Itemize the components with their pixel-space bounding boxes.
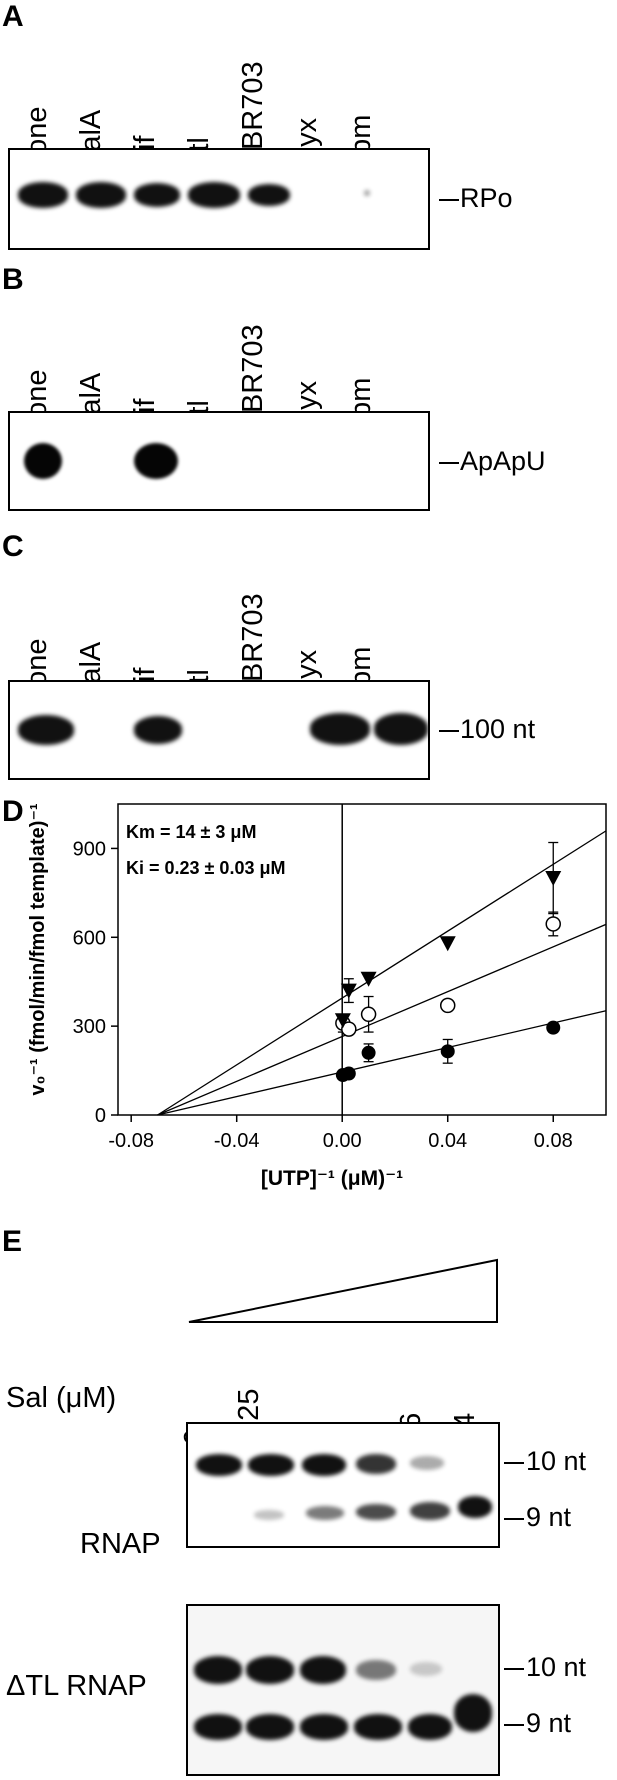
gel-band-9nt [408, 1714, 452, 1740]
marker-label-10nt: 10 nt [526, 1446, 587, 1476]
data-point-filled-circle [361, 1045, 376, 1060]
gel-panel-e-dtl [186, 1604, 500, 1776]
marker-label-9nt: 9 nt [526, 1708, 572, 1738]
gel-band [364, 190, 370, 196]
gel-band-10nt [246, 1656, 294, 1684]
gel-band [248, 184, 290, 206]
gel-band [18, 715, 74, 745]
y-tick-label: 300 [73, 1016, 106, 1038]
marker-tick [504, 1668, 524, 1670]
x-tick-label: 0.04 [428, 1130, 467, 1152]
gel-band [310, 713, 370, 745]
gel-band-9nt [454, 1694, 492, 1732]
gel-spot [134, 443, 178, 479]
gel-band-9nt [410, 1502, 450, 1520]
fit-line [157, 830, 607, 1116]
marker-tick [439, 199, 459, 201]
marker-tick [504, 1518, 524, 1520]
gel-band-9nt [300, 1714, 348, 1740]
gel-band-9nt [354, 1714, 402, 1740]
km-annotation: Km = 14 ± 3 μM [126, 822, 256, 842]
data-point-triangle [334, 1013, 351, 1029]
gel-panel-c [8, 680, 430, 780]
row-label-rnap: RNAP [80, 1528, 161, 1560]
marker-label-rpo: RPo [460, 183, 513, 213]
x-tick-label: 0.00 [323, 1130, 362, 1152]
marker-tick [439, 730, 459, 732]
gel-band [134, 183, 180, 207]
marker-tick [504, 1724, 524, 1726]
fit-line [157, 923, 607, 1116]
concentration-wedge [188, 1258, 498, 1323]
data-point-triangle [545, 871, 562, 887]
ki-annotation: Ki = 0.23 ± 0.03 μM [126, 858, 285, 878]
gel-band-10nt [356, 1660, 396, 1680]
row-label-dtl-rnap: ΔTL RNAP [6, 1670, 147, 1702]
marker-label-9nt: 9 nt [526, 1502, 572, 1532]
x-tick-label: -0.04 [214, 1130, 260, 1152]
y-tick-label: 900 [73, 838, 106, 860]
gel-band-9nt [356, 1504, 396, 1520]
gel-band [18, 182, 68, 208]
gel-spot [24, 443, 62, 479]
gel-panel-a [8, 148, 430, 250]
marker-tick [439, 462, 459, 464]
marker-label-apapu: ApApU [460, 446, 546, 476]
data-point-open-circle [545, 916, 561, 932]
fit-line [157, 1010, 607, 1116]
sal-label: Sal (μM) [6, 1382, 117, 1414]
gel-panel-e-rnap [186, 1422, 500, 1548]
data-point-open-circle [439, 997, 456, 1014]
data-point-triangle [340, 983, 357, 999]
y-tick-label: 0 [95, 1105, 106, 1127]
x-axis-label: [UTP]⁻¹ (μM)⁻¹ [261, 1167, 403, 1190]
gel-band-10nt [356, 1454, 396, 1474]
gel-band-9nt [458, 1496, 492, 1518]
plot-frame [117, 803, 607, 1116]
data-point-open-circle [360, 1006, 377, 1023]
lineweaver-burk-plot: -0.08 -0.04 0.00 0.04 0.08 0 300 600 900 [UTP]⁻¹ … [27, 803, 607, 1190]
gel-band-10nt [196, 1454, 242, 1476]
panel-letter-b: B [2, 263, 24, 296]
data-point-filled-circle [546, 1020, 561, 1035]
panel-letter-a: A [2, 0, 24, 33]
data-point-triangle [360, 971, 377, 987]
panel-letter-c: C [2, 530, 24, 563]
data-point-filled-circle [440, 1044, 455, 1059]
gel-band [374, 713, 428, 745]
x-tick-label: 0.08 [534, 1130, 573, 1152]
y-tick-label: 600 [73, 927, 106, 949]
gel-band-10nt [300, 1656, 346, 1684]
gel-band-9nt [194, 1714, 242, 1740]
data-point-filled-circle [341, 1066, 356, 1081]
gel-band-10nt [410, 1456, 444, 1470]
marker-tick [504, 1462, 524, 1464]
gel-band-10nt [302, 1454, 346, 1476]
gel-band-10nt [248, 1454, 294, 1476]
panel-letter-e: E [2, 1225, 23, 1258]
gel-band-9nt [254, 1510, 284, 1520]
gel-band-9nt [246, 1714, 294, 1740]
data-point-triangle [439, 936, 456, 952]
gel-band-10nt [194, 1656, 242, 1684]
gel-band-9nt [306, 1506, 344, 1520]
panel-letter-d: D [2, 795, 24, 828]
x-tick-label: -0.08 [108, 1130, 154, 1152]
gel-band [188, 182, 240, 208]
marker-label-100nt: 100 nt [460, 714, 536, 744]
gel-band [76, 182, 126, 208]
y-axis-label: v₀⁻¹ (fmol/min/fmol template)⁻¹ [27, 803, 49, 1096]
marker-label-10nt: 10 nt [526, 1652, 587, 1682]
gel-panel-b [8, 411, 430, 511]
data-point-open-circle [341, 1021, 357, 1037]
gel-band-10nt [410, 1662, 442, 1676]
gel-band [134, 716, 182, 744]
